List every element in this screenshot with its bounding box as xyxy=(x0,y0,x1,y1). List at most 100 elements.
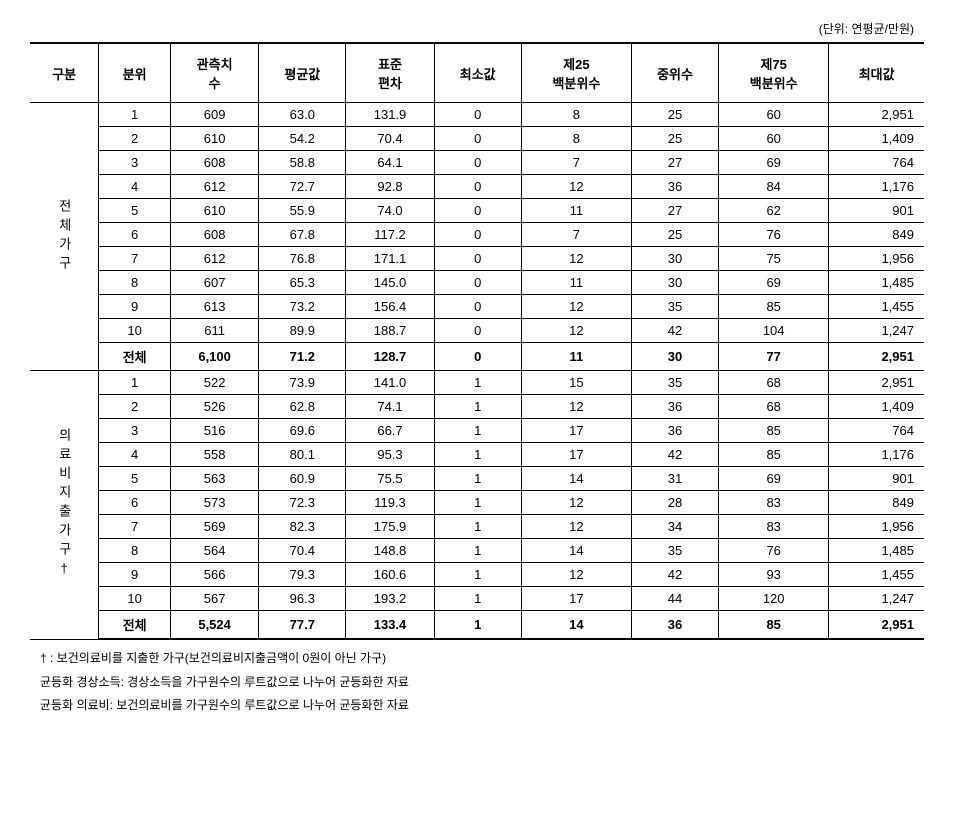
table-cell: 8 xyxy=(99,539,171,563)
table-cell: 160.6 xyxy=(346,563,434,587)
footnote-2: 균등화 경상소득: 경상소득을 가구원수의 루트값으로 나누어 균등화한 자료 xyxy=(40,672,924,694)
table-cell: 전체 xyxy=(99,611,171,640)
table-cell: 175.9 xyxy=(346,515,434,539)
table-cell: 12 xyxy=(521,319,631,343)
total-row: 전체5,52477.7133.411436852,951 xyxy=(30,611,924,640)
header-p75: 제75 백분위수 xyxy=(719,43,829,103)
table-row: 860765.3145.001130691,485 xyxy=(30,271,924,295)
table-cell: 85 xyxy=(719,295,829,319)
table-cell: 85 xyxy=(719,443,829,467)
table-cell: 0 xyxy=(434,127,521,151)
table-cell: 36 xyxy=(631,611,718,640)
table-cell: 7 xyxy=(521,151,631,175)
table-cell: 901 xyxy=(829,467,924,491)
table-cell: 128.7 xyxy=(346,343,434,371)
table-row: 761276.8171.101230751,956 xyxy=(30,247,924,271)
table-cell: 36 xyxy=(631,175,718,199)
table-cell: 11 xyxy=(521,199,631,223)
table-cell: 73.9 xyxy=(259,371,346,395)
table-cell: 1,247 xyxy=(829,319,924,343)
table-cell: 14 xyxy=(521,539,631,563)
table-cell: 1,176 xyxy=(829,175,924,199)
table-row: 556360.975.51143169901 xyxy=(30,467,924,491)
table-cell: 1 xyxy=(434,587,521,611)
table-cell: 85 xyxy=(719,419,829,443)
table-cell: 1,176 xyxy=(829,443,924,467)
header-mean: 평균값 xyxy=(259,43,346,103)
table-cell: 156.4 xyxy=(346,295,434,319)
table-cell: 516 xyxy=(170,419,258,443)
table-cell: 60 xyxy=(719,103,829,127)
table-cell: 96.3 xyxy=(259,587,346,611)
table-cell: 2,951 xyxy=(829,103,924,127)
table-cell: 12 xyxy=(521,175,631,199)
table-cell: 9 xyxy=(99,563,171,587)
table-cell: 141.0 xyxy=(346,371,434,395)
table-cell: 1,956 xyxy=(829,515,924,539)
table-cell: 25 xyxy=(631,127,718,151)
table-cell: 68 xyxy=(719,371,829,395)
table-cell: 10 xyxy=(99,587,171,611)
table-cell: 73.2 xyxy=(259,295,346,319)
table-row: 961373.2156.401235851,455 xyxy=(30,295,924,319)
table-cell: 2,951 xyxy=(829,343,924,371)
table-cell: 564 xyxy=(170,539,258,563)
table-cell: 5 xyxy=(99,467,171,491)
table-cell: 608 xyxy=(170,151,258,175)
table-cell: 612 xyxy=(170,247,258,271)
table-cell: 63.0 xyxy=(259,103,346,127)
table-cell: 35 xyxy=(631,539,718,563)
header-obs-count: 관측치 수 xyxy=(170,43,258,103)
table-cell: 613 xyxy=(170,295,258,319)
table-cell: 1,247 xyxy=(829,587,924,611)
table-cell: 5 xyxy=(99,199,171,223)
header-row: 구분 분위 관측치 수 평균값 표준 편차 최소값 제25 백분위수 중위수 제… xyxy=(30,43,924,103)
table-cell: 30 xyxy=(631,343,718,371)
table-cell: 849 xyxy=(829,223,924,247)
table-cell: 1,455 xyxy=(829,563,924,587)
table-cell: 1,956 xyxy=(829,247,924,271)
table-row: 의료비지출가구†152273.9141.011535682,951 xyxy=(30,371,924,395)
table-cell: 82.3 xyxy=(259,515,346,539)
table-cell: 93 xyxy=(719,563,829,587)
table-cell: 76.8 xyxy=(259,247,346,271)
table-cell: 27 xyxy=(631,199,718,223)
table-cell: 77 xyxy=(719,343,829,371)
table-cell: 77.7 xyxy=(259,611,346,640)
table-cell: 83 xyxy=(719,491,829,515)
table-cell: 54.2 xyxy=(259,127,346,151)
table-cell: 0 xyxy=(434,295,521,319)
table-row: 756982.3175.911234831,956 xyxy=(30,515,924,539)
table-cell: 9 xyxy=(99,295,171,319)
header-category: 구분 xyxy=(30,43,99,103)
table-cell: 611 xyxy=(170,319,258,343)
table-cell: 8 xyxy=(521,127,631,151)
table-cell: 608 xyxy=(170,223,258,247)
table-cell: 69.6 xyxy=(259,419,346,443)
table-cell: 1,485 xyxy=(829,539,924,563)
table-cell: 64.1 xyxy=(346,151,434,175)
table-cell: 69 xyxy=(719,271,829,295)
table-cell: 522 xyxy=(170,371,258,395)
table-cell: 12 xyxy=(521,491,631,515)
table-cell: 526 xyxy=(170,395,258,419)
table-cell: 1 xyxy=(434,515,521,539)
table-cell: 764 xyxy=(829,419,924,443)
table-cell: 36 xyxy=(631,419,718,443)
table-cell: 1,455 xyxy=(829,295,924,319)
table-cell: 71.2 xyxy=(259,343,346,371)
table-cell: 35 xyxy=(631,295,718,319)
table-row: 261054.270.40825601,409 xyxy=(30,127,924,151)
table-cell: 2 xyxy=(99,395,171,419)
table-cell: 70.4 xyxy=(346,127,434,151)
table-cell: 전체 xyxy=(99,343,171,371)
table-row: 856470.4148.811435761,485 xyxy=(30,539,924,563)
table-cell: 120 xyxy=(719,587,829,611)
table-cell: 65.3 xyxy=(259,271,346,295)
table-cell: 60.9 xyxy=(259,467,346,491)
table-cell: 36 xyxy=(631,395,718,419)
header-stddev: 표준 편차 xyxy=(346,43,434,103)
table-cell: 193.2 xyxy=(346,587,434,611)
table-cell: 1,409 xyxy=(829,127,924,151)
table-cell: 567 xyxy=(170,587,258,611)
